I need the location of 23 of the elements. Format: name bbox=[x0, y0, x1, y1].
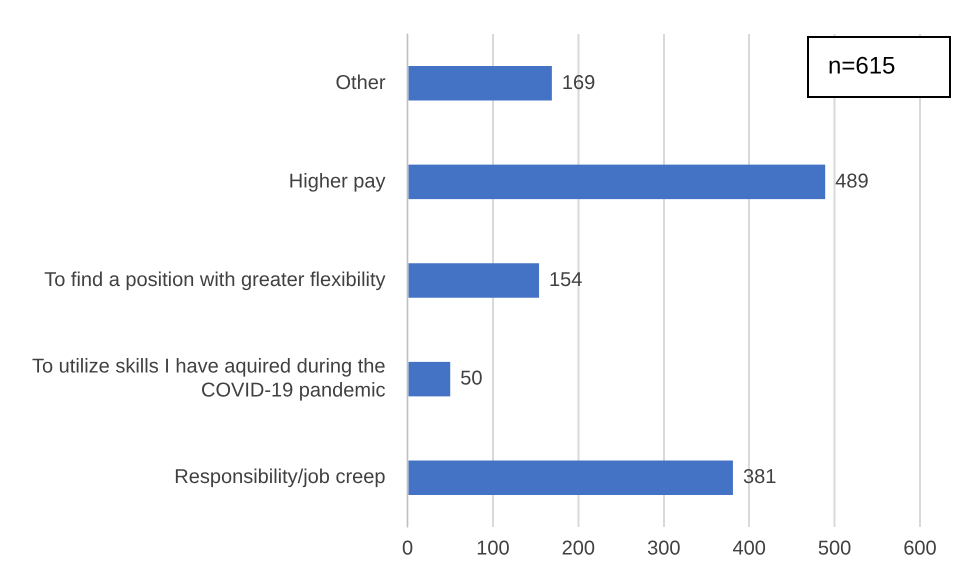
y-tick-label: Responsibility/job creep bbox=[174, 466, 386, 488]
x-tick-label: 500 bbox=[818, 538, 852, 560]
bar bbox=[408, 362, 450, 396]
data-label: 169 bbox=[562, 72, 596, 94]
bar bbox=[408, 263, 540, 298]
data-label: 154 bbox=[549, 269, 582, 292]
x-tick-label: 100 bbox=[476, 538, 510, 560]
y-tick-label: Higher pay bbox=[288, 170, 386, 192]
bar bbox=[408, 460, 733, 495]
data-label: 381 bbox=[742, 466, 776, 488]
x-tick-label: 0 bbox=[402, 538, 414, 560]
y-tick-label: To utilize skills I have aquired during the COVID-19 pandemic bbox=[32, 356, 386, 402]
annotation: n=615 bbox=[828, 52, 896, 80]
y-tick-label: Other bbox=[335, 72, 386, 94]
x-tick-label: 600 bbox=[903, 538, 937, 560]
bar bbox=[408, 164, 826, 200]
bar bbox=[408, 66, 552, 101]
data-label: 50 bbox=[460, 368, 482, 390]
x-tick-label: 200 bbox=[562, 538, 596, 560]
x-tick-label: 300 bbox=[647, 538, 680, 560]
data-label: 489 bbox=[835, 170, 869, 192]
y-tick-label: To find a position with greater flexibility bbox=[44, 269, 386, 292]
x-tick-label: 400 bbox=[732, 538, 766, 560]
